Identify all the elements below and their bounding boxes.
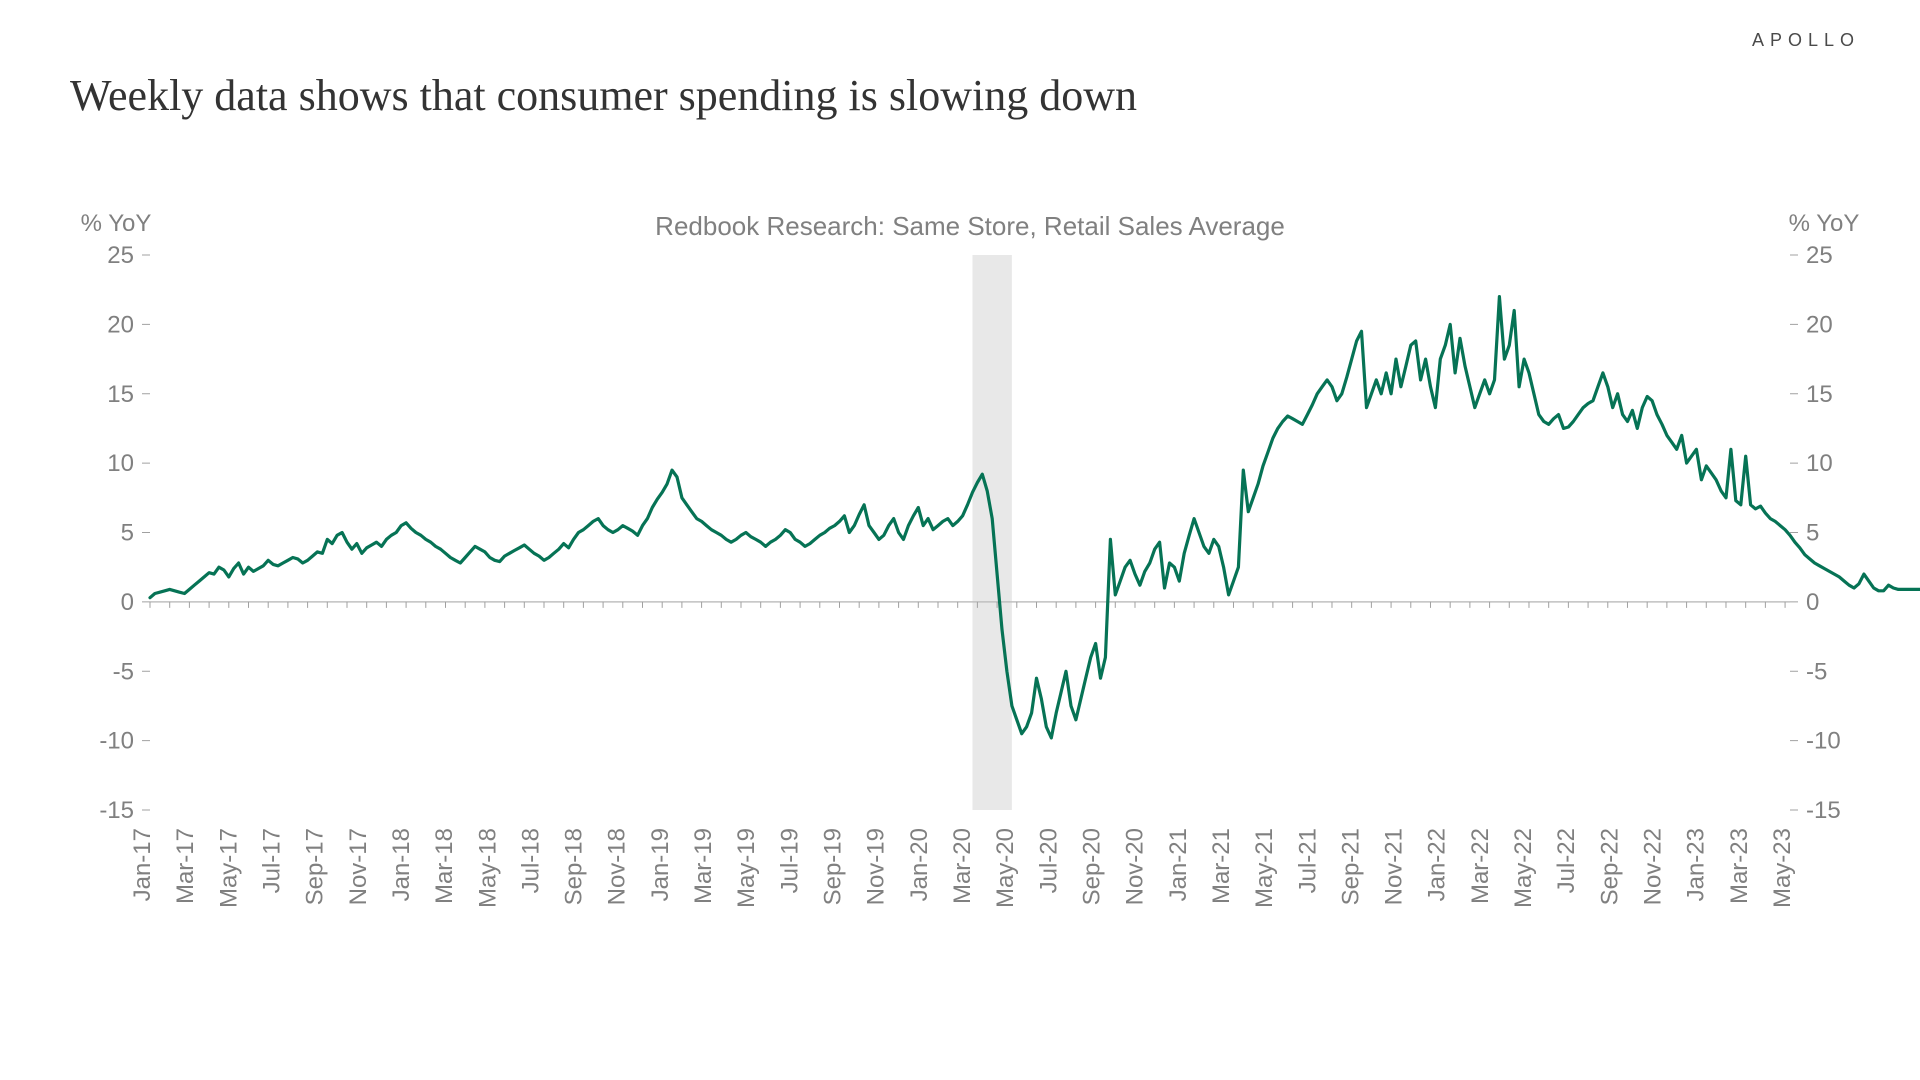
x-tick-label: Mar-18: [431, 828, 458, 904]
x-tick-label: Nov-17: [345, 828, 372, 905]
x-tick-label: Jan-22: [1424, 828, 1451, 901]
x-tick-label: May-18: [474, 828, 501, 908]
x-tick-label: Nov-18: [604, 828, 631, 905]
x-tick-label: Mar-17: [172, 828, 199, 904]
y-tick-label-right: 25: [1806, 242, 1833, 269]
x-tick-label: Mar-22: [1467, 828, 1494, 904]
y-tick-label: -15: [99, 797, 134, 824]
x-tick-label: Jul-22: [1553, 828, 1580, 893]
x-tick-label: Jan-23: [1683, 828, 1710, 901]
x-tick-label: Sep-18: [561, 828, 588, 905]
x-tick-label: Sep-22: [1596, 828, 1623, 905]
y-axis-unit-left: % YoY: [81, 210, 152, 237]
x-tick-label: Sep-21: [1337, 828, 1364, 905]
x-tick-label: Sep-19: [820, 828, 847, 905]
x-tick-label: May-17: [215, 828, 242, 908]
y-tick-label: 0: [121, 589, 134, 616]
x-tick-label: Sep-20: [1078, 828, 1105, 905]
x-tick-label: Sep-17: [302, 828, 329, 905]
x-tick-label: Mar-20: [949, 828, 976, 904]
x-tick-label: May-23: [1769, 828, 1796, 908]
y-tick-label: 5: [121, 520, 134, 547]
x-tick-label: Jul-18: [517, 828, 544, 893]
y-tick-label: 25: [107, 242, 134, 269]
y-tick-label: 10: [107, 450, 134, 477]
x-tick-label: Jan-19: [647, 828, 674, 901]
y-tick-label-right: 20: [1806, 311, 1833, 338]
y-tick-label: -10: [99, 728, 134, 755]
y-tick-label-right: 10: [1806, 450, 1833, 477]
chart-subtitle: Redbook Research: Same Store, Retail Sal…: [655, 211, 1285, 241]
x-tick-label: Nov-19: [863, 828, 890, 905]
x-tick-label: Mar-23: [1726, 828, 1753, 904]
y-axis-unit-right: % YoY: [1789, 210, 1860, 237]
x-tick-label: Mar-21: [1208, 828, 1235, 904]
y-tick-label-right: 0: [1806, 589, 1819, 616]
x-tick-label: Jan-18: [388, 828, 415, 901]
x-tick-label: Jul-17: [258, 828, 285, 893]
x-tick-label: Jan-20: [906, 828, 933, 901]
y-tick-label-right: 5: [1806, 520, 1819, 547]
x-tick-label: Jan-17: [129, 828, 156, 901]
x-tick-label: Nov-21: [1381, 828, 1408, 905]
x-tick-label: May-21: [1251, 828, 1278, 908]
y-tick-label-right: -10: [1806, 728, 1841, 755]
x-tick-label: Jul-19: [776, 828, 803, 893]
line-chart: 25 25 20 20 15 15 10 10 5 5 0 0 -5 -5 -10 -10 -15 -15 Jan-…: [0, 0, 1920, 1080]
x-tick-label: Jan-21: [1165, 828, 1192, 901]
x-tick-label: Mar-19: [690, 828, 717, 904]
y-tick-label-right: -15: [1806, 797, 1841, 824]
x-tick-label: May-19: [733, 828, 760, 908]
y-tick-label: 15: [107, 381, 134, 408]
x-tick-label: Nov-22: [1640, 828, 1667, 905]
y-tick-label-right: -5: [1806, 658, 1827, 685]
x-tick-label: Nov-20: [1122, 828, 1149, 905]
x-tick-label: May-20: [992, 828, 1019, 908]
y-tick-label: 20: [107, 311, 134, 338]
y-tick-label-right: 15: [1806, 381, 1833, 408]
data-line: [150, 297, 1920, 738]
x-tick-label: Jul-21: [1294, 828, 1321, 893]
y-tick-label: -5: [113, 658, 134, 685]
x-tick-label: May-22: [1510, 828, 1537, 908]
x-tick-label: Jul-20: [1035, 828, 1062, 893]
